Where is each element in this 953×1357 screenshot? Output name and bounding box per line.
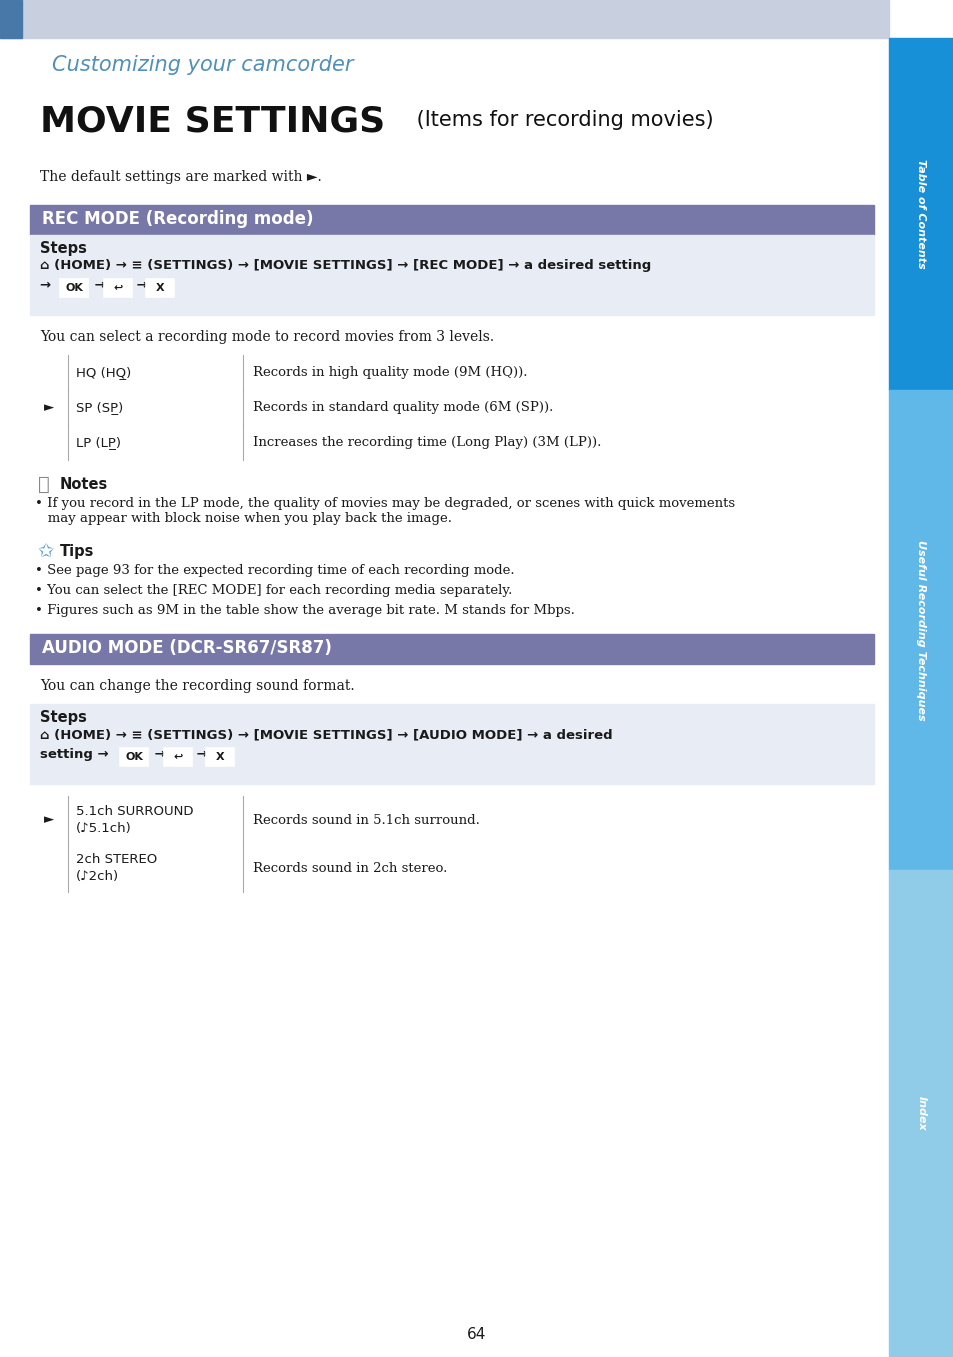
Text: • See page 93 for the expected recording time of each recording mode.: • See page 93 for the expected recording…	[35, 565, 514, 577]
Bar	[888, 389, 953, 870]
Text: SP (SP̲): SP (SP̲)	[76, 402, 123, 414]
Text: Records in standard quality mode (6M (SP)).: Records in standard quality mode (6M (SP…	[253, 402, 553, 414]
Bar	[30, 425, 873, 460]
Bar	[30, 704, 873, 784]
Text: Increases the recording time (Long Play) (3M (LP)).: Increases the recording time (Long Play)…	[253, 436, 600, 449]
Text: Tips: Tips	[60, 544, 94, 559]
Bar	[164, 748, 192, 765]
Text: ⌂ (HOME) → ≡ (SETTINGS) → [MOVIE SETTINGS] → [REC MODE] → a desired setting: ⌂ (HOME) → ≡ (SETTINGS) → [MOVIE SETTING…	[40, 259, 651, 271]
Text: X: X	[155, 284, 164, 293]
Bar	[30, 844, 873, 892]
Text: Customizing your camcorder: Customizing your camcorder	[52, 56, 354, 75]
Text: (Items for recording movies): (Items for recording movies)	[410, 110, 713, 130]
Bar	[206, 748, 233, 765]
Bar	[0, 0, 888, 38]
Bar	[146, 280, 173, 297]
Text: ⓧ: ⓧ	[38, 475, 50, 494]
Text: • You can select the [REC MODE] for each recording media separately.: • You can select the [REC MODE] for each…	[35, 584, 512, 597]
Bar	[30, 235, 873, 315]
Text: ↩: ↩	[173, 752, 182, 763]
Bar	[104, 280, 132, 297]
Text: OK: OK	[125, 752, 143, 763]
Text: ✩: ✩	[38, 541, 54, 560]
Bar	[30, 389, 873, 425]
Text: Notes: Notes	[60, 478, 108, 493]
Bar	[888, 38, 953, 389]
Bar	[0, 0, 22, 38]
Text: →: →	[132, 280, 152, 292]
Bar	[888, 870, 953, 1357]
Bar	[30, 356, 873, 389]
Text: The default settings are marked with ►.: The default settings are marked with ►.	[40, 170, 321, 185]
Bar	[60, 280, 88, 297]
Text: →: →	[40, 280, 55, 292]
Text: →: →	[150, 748, 171, 761]
Text: REC MODE (Recording mode): REC MODE (Recording mode)	[42, 210, 314, 228]
Text: 64: 64	[467, 1327, 486, 1342]
Text: Table of Contents: Table of Contents	[916, 159, 925, 269]
Text: Records sound in 5.1ch surround.: Records sound in 5.1ch surround.	[253, 813, 479, 826]
Text: Index: Index	[916, 1096, 925, 1130]
Text: ►: ►	[44, 402, 54, 414]
Text: Useful Recording Techniques: Useful Recording Techniques	[916, 540, 925, 721]
Text: LP (LP̲): LP (LP̲)	[76, 436, 121, 449]
Text: ⌂ (HOME) → ≡ (SETTINGS) → [MOVIE SETTINGS] → [AUDIO MODE] → a desired: ⌂ (HOME) → ≡ (SETTINGS) → [MOVIE SETTING…	[40, 727, 612, 741]
Text: You can select a recording mode to record movies from 3 levels.: You can select a recording mode to recor…	[40, 330, 494, 345]
Text: →: →	[90, 280, 111, 292]
Text: AUDIO MODE (DCR-SR67/SR87): AUDIO MODE (DCR-SR67/SR87)	[42, 639, 332, 657]
Text: MOVIE SETTINGS: MOVIE SETTINGS	[40, 104, 385, 138]
Text: setting →: setting →	[40, 748, 113, 761]
Text: 5.1ch SURROUND
(♪5.1ch): 5.1ch SURROUND (♪5.1ch)	[76, 805, 193, 835]
Bar	[30, 634, 873, 664]
Text: OK: OK	[65, 284, 83, 293]
Text: 2ch STEREO
(♪2ch): 2ch STEREO (♪2ch)	[76, 854, 157, 883]
Text: Steps: Steps	[40, 242, 87, 256]
Bar	[120, 748, 148, 765]
Bar	[30, 797, 873, 844]
Text: HQ (HQ̲): HQ (HQ̲)	[76, 366, 132, 379]
Text: →: →	[192, 748, 213, 761]
Text: Records sound in 2ch stereo.: Records sound in 2ch stereo.	[253, 862, 447, 874]
Text: • Figures such as 9M in the table show the average bit rate. M stands for Mbps.: • Figures such as 9M in the table show t…	[35, 604, 575, 617]
Text: Steps: Steps	[40, 710, 87, 725]
Text: ↩: ↩	[113, 284, 123, 293]
Text: ►: ►	[44, 813, 54, 826]
Text: You can change the recording sound format.: You can change the recording sound forma…	[40, 678, 355, 693]
Bar	[30, 205, 873, 235]
Text: X: X	[215, 752, 224, 763]
Text: Records in high quality mode (9M (HQ)).: Records in high quality mode (9M (HQ)).	[253, 366, 527, 379]
Text: • If you record in the LP mode, the quality of movies may be degraded, or scenes: • If you record in the LP mode, the qual…	[35, 497, 735, 525]
